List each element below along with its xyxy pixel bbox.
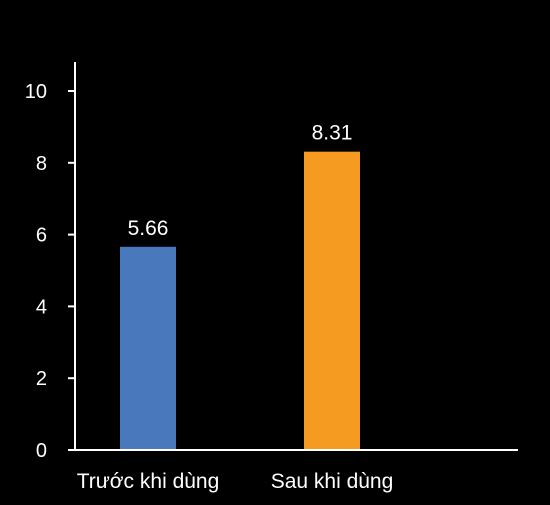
bars (120, 151, 360, 450)
y-tick-label: 8 (36, 153, 47, 175)
y-tick-label: 4 (36, 296, 47, 318)
data-label-2: 8.31 (312, 122, 353, 145)
y-tick-label: 0 (36, 440, 47, 462)
category-labels: Trước khi dùng Sau khi dùng (77, 470, 394, 493)
bar-2 (304, 151, 360, 450)
y-tick-label: 6 (36, 225, 47, 247)
category-label-1: Trước khi dùng (77, 470, 220, 493)
category-label-2: Sau khi dùng (271, 470, 394, 493)
bar-1 (120, 246, 176, 450)
data-labels: 5.66 8.31 (128, 122, 353, 240)
data-label-1: 5.66 (128, 217, 169, 240)
y-tick-label: 10 (25, 81, 47, 103)
y-axis-ticks: 0 2 4 6 8 10 (25, 81, 75, 462)
y-tick-label: 2 (36, 368, 47, 390)
